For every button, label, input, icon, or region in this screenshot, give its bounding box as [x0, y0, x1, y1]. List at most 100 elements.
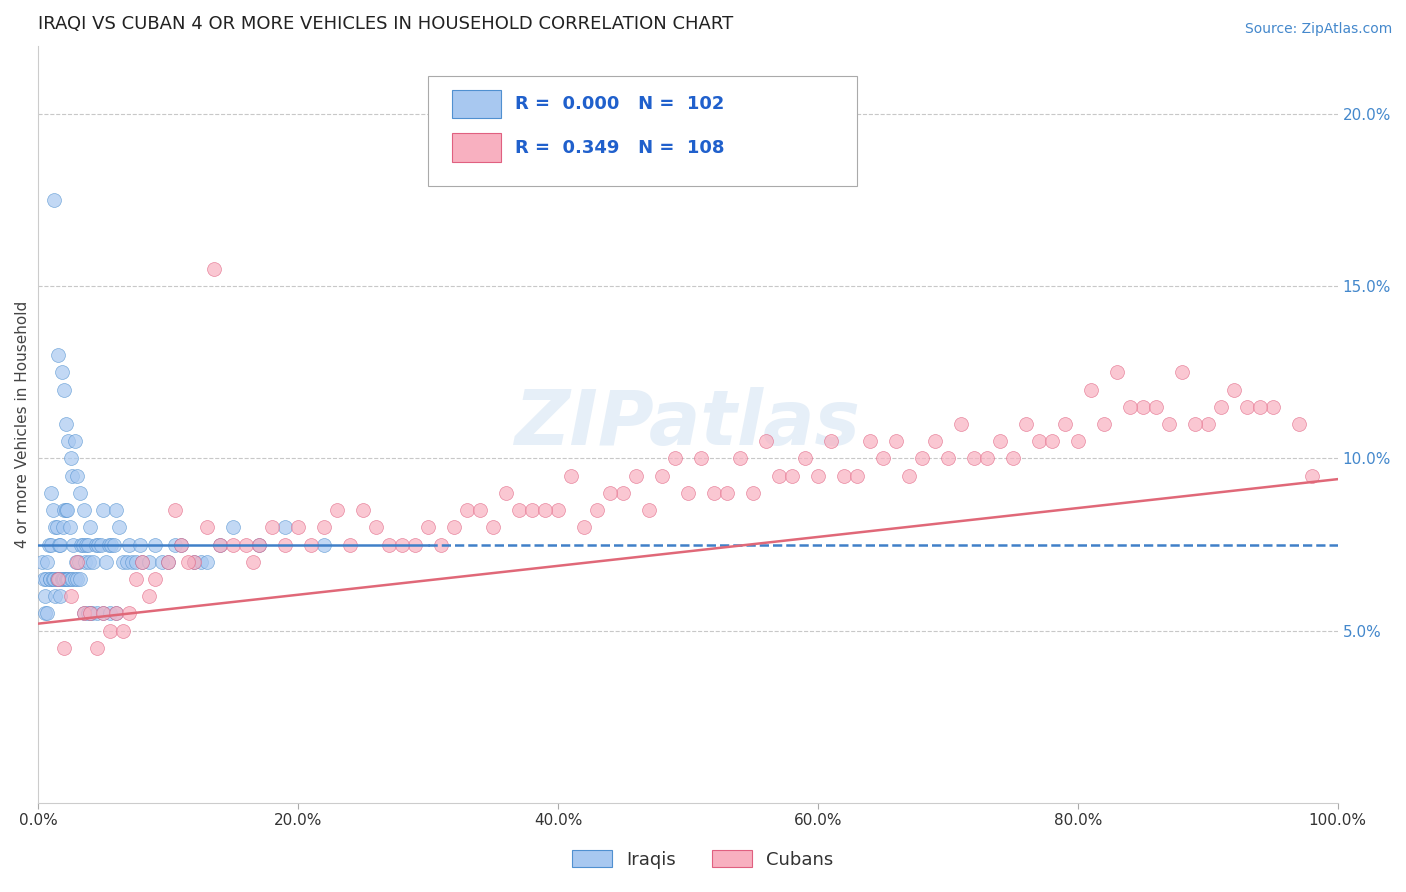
Point	[1261, 400, 1284, 414]
Point	[34, 607, 56, 621]
Point	[1157, 417, 1180, 431]
Point	[63, 434, 86, 449]
Point	[638, 503, 661, 517]
Point	[97, 537, 120, 551]
Point	[62, 537, 84, 551]
Point	[79, 607, 101, 621]
Point	[183, 555, 205, 569]
Text: ZIPatlas: ZIPatlas	[515, 387, 860, 461]
Point	[586, 503, 609, 517]
Point	[67, 555, 90, 569]
Point	[76, 537, 98, 551]
FancyBboxPatch shape	[451, 89, 501, 119]
Point	[274, 520, 297, 534]
Point	[108, 520, 131, 534]
Point	[1132, 400, 1154, 414]
Point	[91, 607, 114, 621]
Point	[1249, 400, 1271, 414]
Point	[612, 486, 634, 500]
Point	[520, 503, 543, 517]
Point	[170, 537, 193, 551]
Point	[143, 537, 166, 551]
Point	[56, 572, 79, 586]
Point	[66, 555, 89, 569]
Point	[547, 503, 569, 517]
Point	[326, 503, 349, 517]
Point	[41, 486, 63, 500]
Point	[418, 520, 440, 534]
Point	[55, 417, 77, 431]
Point	[100, 537, 122, 551]
Point	[59, 589, 82, 603]
Point	[456, 503, 478, 517]
Point	[131, 555, 153, 569]
Point	[287, 520, 309, 534]
Point	[32, 572, 55, 586]
Point	[242, 555, 264, 569]
Point	[599, 486, 621, 500]
Point	[209, 537, 232, 551]
Point	[49, 589, 72, 603]
Point	[976, 451, 998, 466]
Point	[121, 555, 143, 569]
Point	[44, 520, 66, 534]
Point	[664, 451, 686, 466]
Point	[45, 520, 67, 534]
Point	[31, 555, 53, 569]
Point	[177, 555, 200, 569]
Point	[755, 434, 778, 449]
Point	[58, 572, 80, 586]
Point	[86, 607, 108, 621]
Point	[728, 451, 751, 466]
Point	[41, 503, 63, 517]
Point	[66, 468, 89, 483]
Point	[94, 555, 117, 569]
Point	[274, 537, 297, 551]
Text: R =  0.349   N =  108: R = 0.349 N = 108	[515, 139, 724, 157]
Point	[75, 555, 97, 569]
Point	[45, 572, 67, 586]
Point	[314, 537, 336, 551]
Point	[247, 537, 270, 551]
Point	[87, 537, 110, 551]
Point	[53, 572, 76, 586]
Point	[572, 520, 595, 534]
Point	[1184, 417, 1206, 431]
Point	[105, 607, 128, 621]
Point	[52, 572, 75, 586]
Point	[91, 607, 114, 621]
Point	[138, 589, 160, 603]
Point	[1053, 417, 1076, 431]
Point	[1288, 417, 1310, 431]
Point	[1080, 383, 1102, 397]
Point	[624, 468, 647, 483]
Point	[780, 468, 803, 483]
Point	[949, 417, 972, 431]
Point	[48, 537, 70, 551]
Point	[430, 537, 453, 551]
Point	[150, 555, 173, 569]
Point	[69, 486, 91, 500]
Point	[534, 503, 557, 517]
Point	[247, 537, 270, 551]
Point	[807, 468, 830, 483]
Point	[163, 503, 186, 517]
Point	[42, 194, 65, 208]
Legend: Iraqis, Cubans: Iraqis, Cubans	[565, 843, 841, 876]
Point	[128, 537, 150, 551]
Point	[34, 589, 56, 603]
Point	[202, 262, 225, 277]
Point	[936, 451, 959, 466]
Point	[314, 520, 336, 534]
Text: IRAQI VS CUBAN 4 OR MORE VEHICLES IN HOUSEHOLD CORRELATION CHART: IRAQI VS CUBAN 4 OR MORE VEHICLES IN HOU…	[38, 15, 734, 33]
Point	[77, 555, 100, 569]
Point	[872, 451, 894, 466]
Point	[299, 537, 322, 551]
Point	[988, 434, 1011, 449]
Point	[352, 503, 374, 517]
Point	[190, 555, 212, 569]
Point	[1301, 468, 1323, 483]
Point	[820, 434, 842, 449]
Point	[963, 451, 986, 466]
Point	[60, 468, 83, 483]
